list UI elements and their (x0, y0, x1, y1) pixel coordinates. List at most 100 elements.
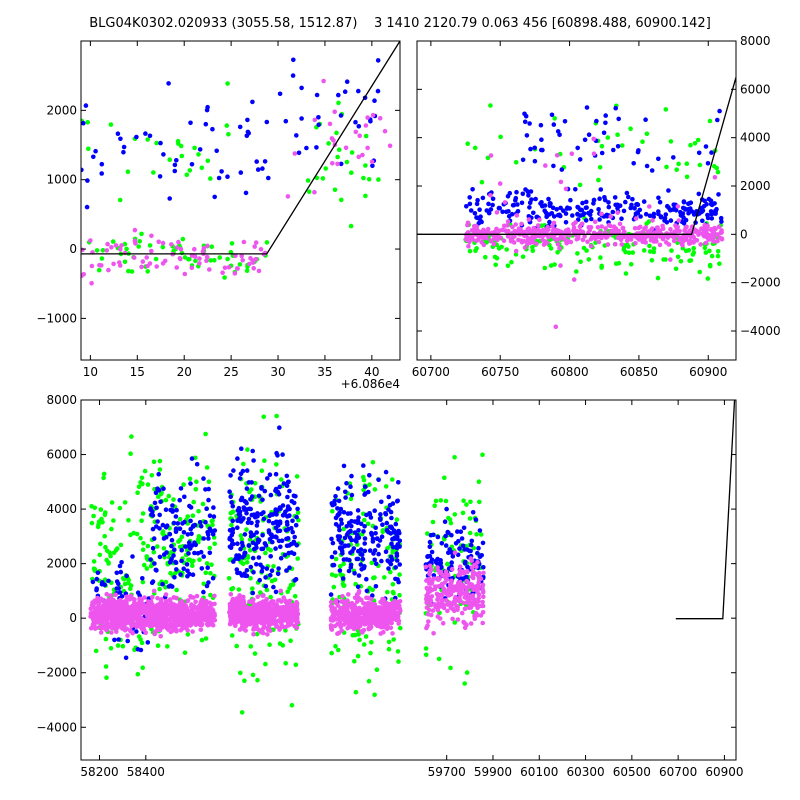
data-point-series_b (477, 528, 483, 533)
data-point-series_c (703, 240, 709, 246)
data-point-series_b (278, 556, 284, 561)
data-point-series_a (675, 254, 681, 260)
data-point-series_b (606, 204, 612, 210)
data-point-series_b (206, 536, 211, 541)
data-point-series_c (651, 236, 657, 242)
data-point-series_a (597, 165, 603, 170)
x-tick-label: 60800 (550, 365, 588, 379)
data-point-series_a (707, 118, 713, 124)
data-point-series_a (361, 642, 367, 647)
data-point-series_c (471, 584, 476, 589)
x-tick-label: 40 (364, 365, 379, 379)
data-point-series_a (137, 239, 142, 244)
data-point-series_a (182, 650, 188, 655)
data-point-series_c (550, 224, 555, 229)
data-point-series_a (89, 504, 94, 509)
data-point-series_a (663, 257, 668, 262)
data-point-series_c (261, 615, 266, 621)
model-line (81, 41, 400, 255)
data-point-series_b (457, 546, 462, 551)
data-point-series_c (250, 260, 256, 265)
data-point-series_c (369, 159, 375, 165)
data-point-series_c (687, 241, 692, 246)
data-point-series_b (341, 510, 347, 515)
data-point-series_b (586, 132, 592, 137)
data-point-series_c (242, 618, 247, 623)
data-point-series_b (342, 535, 348, 541)
data-point-series_b (616, 116, 621, 122)
data-point-series_c (176, 239, 181, 245)
data-point-series_b (615, 206, 620, 211)
data-point-series_c (445, 608, 450, 614)
data-point-series_a (715, 169, 721, 175)
data-point-series_c (95, 619, 101, 625)
data-point-series_c (468, 556, 474, 561)
data-point-series_c (356, 154, 362, 160)
data-point-series_a (244, 527, 249, 532)
data-point-series_c (582, 234, 587, 239)
data-point-series_b (708, 198, 714, 203)
data-point-series_c (161, 601, 166, 607)
y-tick-label: −4000 (36, 720, 77, 734)
data-point-series_b (289, 525, 294, 531)
data-point-series_b (467, 201, 473, 207)
data-point-series_c (580, 237, 586, 243)
data-point-series_c (571, 277, 577, 282)
data-point-series_b (528, 146, 533, 152)
data-point-series_c (366, 626, 372, 632)
data-point-series_c (212, 601, 217, 607)
data-point-series_b (263, 584, 269, 589)
data-point-series_a (267, 642, 272, 647)
x-tick-label: 60500 (613, 765, 651, 779)
data-point-series_c (620, 225, 626, 231)
data-point-series_b (155, 486, 160, 492)
data-point-series_c (691, 240, 696, 245)
data-point-series_a (483, 254, 488, 260)
data-point-series_b (192, 550, 197, 556)
data-point-series_a (548, 246, 554, 251)
data-point-series_b (195, 551, 201, 556)
data-point-series_c (175, 622, 180, 627)
data-point-series_c (328, 623, 334, 628)
data-point-series_a (348, 223, 354, 229)
data-point-series_a (184, 172, 190, 178)
data-point-series_c (657, 242, 663, 248)
data-point-series_a (94, 248, 100, 253)
data-point-series_b (194, 461, 200, 467)
data-point-series_b (543, 210, 549, 216)
data-point-series_b (475, 197, 480, 203)
data-point-series_c (480, 586, 485, 592)
data-point-series_b (370, 163, 375, 169)
data-point-series_c (535, 223, 541, 228)
data-point-series_b (696, 191, 702, 197)
data-point-series_b (235, 456, 240, 461)
data-point-series_a (91, 513, 96, 519)
data-point-series_a (229, 522, 234, 528)
data-point-series_b (158, 140, 163, 146)
data-point-series_c (435, 577, 441, 582)
data-point-series_b (346, 568, 352, 574)
data-point-series_c (241, 598, 246, 603)
data-point-series_a (641, 248, 647, 253)
data-point-series_c (291, 602, 296, 608)
data-point-series_c (358, 623, 363, 629)
data-point-series_b (360, 556, 366, 562)
data-point-series_b (715, 117, 720, 123)
data-point-series_c (149, 248, 154, 254)
data-point-series_b (121, 144, 127, 150)
data-point-series_c (595, 225, 601, 230)
data-point-series_c (618, 237, 624, 242)
data-point-series_b (124, 573, 129, 579)
data-point-series_b (602, 195, 607, 200)
data-point-series_a (145, 482, 151, 487)
data-point-series_c (377, 116, 383, 121)
data-point-series_c (132, 238, 138, 244)
data-point-series_c (286, 607, 292, 613)
data-point-series_b (81, 120, 86, 126)
data-point-series_a (436, 656, 442, 662)
data-point-series_a (259, 468, 265, 474)
data-point-series_c (239, 253, 244, 259)
data-point-series_a (461, 498, 466, 504)
data-point-series_b (532, 145, 537, 151)
data-point-series_a (552, 116, 557, 121)
